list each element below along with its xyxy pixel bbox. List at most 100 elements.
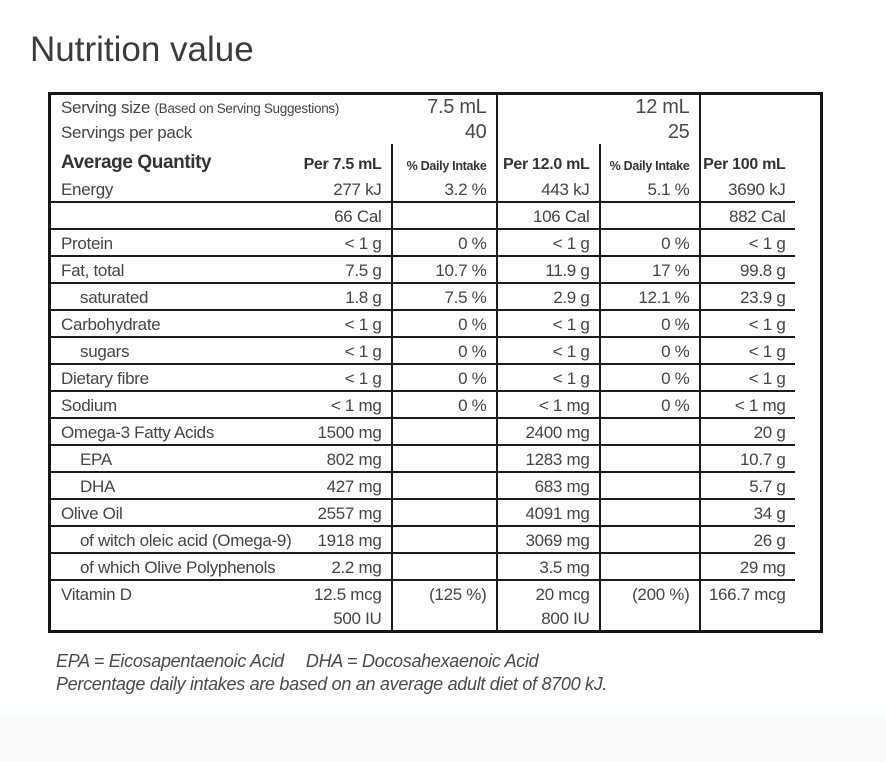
value-daily-intake-2 (598, 525, 700, 554)
value-per-7-5ml: < 1 g (287, 363, 392, 392)
value-daily-intake-2 (598, 201, 700, 230)
row-label: of which Olive Polyphenols (49, 552, 288, 581)
value-per-12ml: < 1 mg (495, 390, 600, 419)
value-per-100ml: < 1 g (698, 363, 795, 392)
value-daily-intake-1 (390, 417, 497, 446)
table-row-vitamin-d-iu: 500 IU 800 IU (50, 605, 822, 632)
footnote-epa: EPA = Eicosapentaenoic Acid (56, 651, 284, 671)
value-per-7-5ml: 277 kJ (287, 174, 392, 203)
header-average-quantity: Average Quantity (61, 151, 212, 173)
row-label: Omega-3 Fatty Acids (49, 417, 288, 446)
value-per-7-5ml: 1918 mg (287, 525, 392, 554)
value-per-7-5ml: 2557 mg (287, 498, 392, 527)
serving-size-note: (Based on Serving Suggestions) (154, 100, 340, 116)
value-per-7-5ml: 66 Cal (287, 201, 392, 230)
servings-per-pack-value-2: 25 (667, 120, 690, 143)
value-per-12ml: 11.9 g (495, 255, 600, 284)
value-daily-intake-1: 0 % (390, 228, 497, 257)
row-label: Sodium (49, 390, 288, 419)
value-per-7-5ml: < 1 g (287, 309, 392, 338)
value-daily-intake-1: 0 % (390, 363, 497, 392)
row-label: DHA (49, 471, 288, 500)
table-row-energy-kj: Energy 277 kJ 3.2 % 443 kJ 5.1 % 3690 kJ (49, 174, 822, 203)
value-per-100ml: 29 mg (698, 552, 795, 581)
header-per-7-5ml: Per 7.5 mL (303, 155, 382, 173)
value-per-7-5ml: < 1 mg (287, 390, 392, 419)
value-daily-intake-1 (390, 552, 497, 581)
table-row-saturated: saturated 1.8 g 7.5 % 2.9 g 12.1 % 23.9 … (49, 282, 822, 311)
value-per-7-5ml: 802 mg (287, 444, 392, 473)
value-daily-intake-2: 0 % (598, 309, 700, 338)
value-daily-intake-1 (390, 471, 497, 500)
value-per-12ml: 443 kJ (495, 174, 600, 203)
value-per-12ml: < 1 g (495, 309, 600, 338)
value-per-7-5ml: 2.2 mg (287, 552, 392, 581)
nutrition-table: Serving size (Based on Serving Suggestio… (48, 92, 823, 633)
serving-size-label: Serving size (Based on Serving Suggestio… (50, 94, 392, 119)
serving-size-value-2: 12 mL (635, 95, 690, 118)
value-per-12ml: 3.5 mg (495, 552, 600, 581)
value-per-100ml: 5.7 g (698, 471, 795, 500)
value-per-100ml: < 1 g (698, 228, 795, 257)
value-per-12ml: 20 mcg (495, 579, 600, 606)
value-per-12ml: 683 mg (495, 471, 600, 500)
row-label: Energy (49, 174, 288, 203)
row-label: EPA (49, 444, 288, 473)
table-row-sugars: sugars < 1 g 0 % < 1 g 0 % < 1 g (49, 336, 822, 365)
value-per-100ml: 34 g (698, 498, 795, 527)
header-per-12ml: Per 12.0 mL (495, 143, 600, 175)
serving-size-text: Serving size (61, 97, 150, 117)
value-per-7-5ml: 12.5 mcg (313, 584, 382, 604)
footnote-daily-intake: Percentage daily intakes are based on an… (56, 673, 608, 694)
nutrition-panel: Serving size (Based on Serving Suggestio… (48, 92, 823, 633)
value-per-12ml: 3069 mg (495, 525, 600, 554)
value-daily-intake-1 (390, 525, 497, 554)
value-daily-intake-2 (598, 552, 700, 581)
row-label: sugars (49, 336, 288, 365)
value-daily-intake-2 (598, 444, 700, 473)
value-daily-intake-1 (390, 201, 497, 230)
table-row-olive-oil: Olive Oil 2557 mg 4091 mg 34 g (49, 498, 822, 527)
table-row-epa: EPA 802 mg 1283 mg 10.7 g (49, 444, 822, 473)
servings-per-pack-value-1: 40 (464, 120, 487, 143)
value-per-7-5ml: 1.8 g (287, 282, 392, 311)
header-daily-intake-1: % Daily Intake (390, 143, 497, 175)
value-per-100ml: 23.9 g (698, 282, 795, 311)
table-row-omega3: Omega-3 Fatty Acids 1500 mg 2400 mg 20 g (49, 417, 822, 446)
value-daily-intake-2 (598, 605, 700, 632)
value-per-100ml: 26 g (698, 525, 795, 554)
table-row-energy-cal: 66 Cal 106 Cal 882 Cal (49, 201, 822, 230)
value-per-12ml: 2400 mg (495, 417, 600, 446)
value-per-7-5ml: 427 mg (287, 471, 392, 500)
table-row-olive-polyphenols: of which Olive Polyphenols 2.2 mg 3.5 mg… (49, 552, 822, 581)
value-per-100ml: < 1 g (698, 336, 795, 365)
bottom-strip (0, 715, 886, 762)
value-daily-intake-1: 0 % (390, 390, 497, 419)
row-label: of witch oleic acid (Omega-9) (49, 525, 292, 554)
value-daily-intake-2: 0 % (598, 228, 700, 257)
table-row-vitamin-d: Vitamin D 12.5 mcg (125 %) 20 mcg (200 %… (50, 579, 822, 606)
value-daily-intake-1: (125 %) (390, 579, 497, 606)
value-per-12ml: 2.9 g (495, 282, 600, 311)
value-daily-intake-1: 10.7 % (390, 255, 497, 284)
header-daily-intake-2: % Daily Intake (598, 143, 700, 175)
row-label: Dietary fibre (49, 363, 288, 392)
value-per-100ml: 99.8 g (698, 255, 795, 284)
footnote-dha: DHA = Docosahexaenoic Acid (305, 651, 539, 671)
value-daily-intake-1 (390, 498, 497, 527)
table-row-protein: Protein < 1 g 0 % < 1 g 0 % < 1 g (49, 228, 822, 257)
value-per-100ml: < 1 g (698, 309, 795, 338)
value-per-7-5ml: < 1 g (287, 228, 392, 257)
servings-per-pack-label: Servings per pack (61, 122, 192, 142)
value-daily-intake-2: 12.1 % (598, 282, 700, 311)
value-daily-intake-1 (390, 605, 497, 632)
table-header-row: Average Quantity Per 7.5 mL % Daily Inta… (50, 143, 822, 175)
servings-per-pack-row: Servings per pack 40 25 (50, 118, 822, 144)
footnotes: EPA = Eicosapentaenoic Acid DHA = Docosah… (56, 650, 607, 695)
row-label (50, 606, 288, 632)
value-daily-intake-2 (598, 417, 700, 446)
row-label: Protein (49, 228, 288, 257)
value-per-12ml: < 1 g (495, 336, 600, 365)
table-row-carbohydrate: Carbohydrate < 1 g 0 % < 1 g 0 % < 1 g (49, 309, 822, 338)
